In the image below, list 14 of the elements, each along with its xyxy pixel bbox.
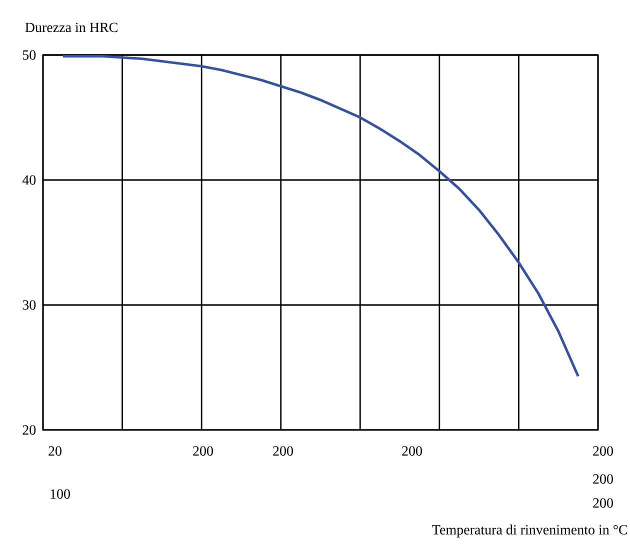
text: 200 xyxy=(193,446,213,456)
y-axis-title: Durezza in HRC xyxy=(25,22,118,32)
y-tick-label: 30 xyxy=(22,300,36,310)
y-tick-label: 50 xyxy=(22,50,36,60)
text: 200 xyxy=(273,446,293,456)
text: 20 xyxy=(48,446,62,456)
text: 200 xyxy=(593,498,613,508)
text: 200 xyxy=(593,474,613,484)
text: 200 xyxy=(402,446,422,456)
y-tick-label: 40 xyxy=(22,175,36,185)
text: Temperatura di rinvenimento in °C xyxy=(432,524,628,538)
text: 200 xyxy=(593,446,613,456)
text: 100 xyxy=(50,489,70,499)
y-tick-label: 20 xyxy=(22,425,36,435)
